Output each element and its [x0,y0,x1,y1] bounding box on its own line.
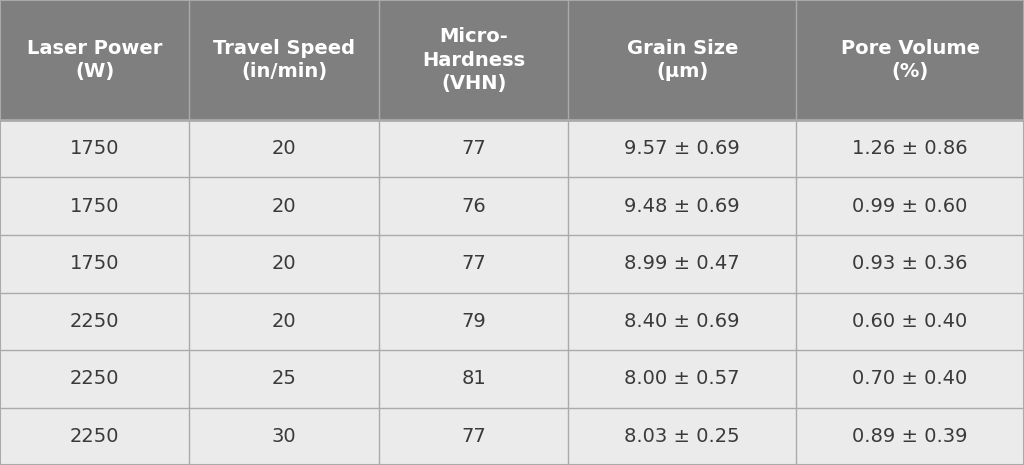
Text: 20: 20 [271,139,297,158]
Text: Micro-
Hardness
(VHN): Micro- Hardness (VHN) [422,27,525,93]
Bar [0,178,189,235]
Bar [0,235,189,292]
Bar [379,407,568,465]
Bar [189,178,379,235]
Text: 0.99 ± 0.60: 0.99 ± 0.60 [852,197,968,216]
Text: 8.03 ± 0.25: 8.03 ± 0.25 [625,427,740,446]
Text: 8.40 ± 0.69: 8.40 ± 0.69 [625,312,740,331]
Text: 2250: 2250 [70,312,120,331]
Bar [379,350,568,407]
Bar [379,178,568,235]
Text: 79: 79 [461,312,486,331]
Text: 9.57 ± 0.69: 9.57 ± 0.69 [625,139,740,158]
Text: Grain Size
(μm): Grain Size (μm) [627,39,738,81]
Text: 77: 77 [461,254,486,273]
Bar [797,292,1024,350]
Bar [568,292,797,350]
Text: 0.70 ± 0.40: 0.70 ± 0.40 [852,369,968,388]
Bar [568,235,797,292]
Text: 0.89 ± 0.39: 0.89 ± 0.39 [852,427,968,446]
Bar [379,292,568,350]
Bar [797,120,1024,178]
Bar [189,350,379,407]
Text: 9.48 ± 0.69: 9.48 ± 0.69 [625,197,740,216]
Text: 30: 30 [271,427,297,446]
Bar [0,407,189,465]
Bar [797,0,1024,120]
Bar [797,407,1024,465]
Text: 1.26 ± 0.86: 1.26 ± 0.86 [852,139,968,158]
Text: 76: 76 [461,197,486,216]
Bar [189,120,379,178]
Text: 0.93 ± 0.36: 0.93 ± 0.36 [852,254,968,273]
Bar [189,292,379,350]
Bar [0,350,189,407]
Bar [568,178,797,235]
Text: 8.99 ± 0.47: 8.99 ± 0.47 [625,254,740,273]
Bar [797,235,1024,292]
Bar [0,0,189,120]
Text: Laser Power
(W): Laser Power (W) [27,39,163,81]
Text: Pore Volume
(%): Pore Volume (%) [841,39,980,81]
Bar [568,350,797,407]
Text: 1750: 1750 [70,254,120,273]
Bar [189,235,379,292]
Text: 77: 77 [461,139,486,158]
Text: 25: 25 [271,369,297,388]
Text: 20: 20 [271,312,297,331]
Bar [797,350,1024,407]
Bar [797,178,1024,235]
Text: Travel Speed
(in/min): Travel Speed (in/min) [213,39,355,81]
Text: 77: 77 [461,427,486,446]
Bar [189,407,379,465]
Text: 1750: 1750 [70,139,120,158]
Bar [189,0,379,120]
Bar [568,120,797,178]
Bar [379,0,568,120]
Bar [568,0,797,120]
Bar [0,120,189,178]
Text: 1750: 1750 [70,197,120,216]
Text: 0.60 ± 0.40: 0.60 ± 0.40 [852,312,968,331]
Text: 20: 20 [271,254,297,273]
Text: 8.00 ± 0.57: 8.00 ± 0.57 [625,369,740,388]
Text: 2250: 2250 [70,369,120,388]
Bar [379,235,568,292]
Bar [0,292,189,350]
Bar [379,120,568,178]
Text: 20: 20 [271,197,297,216]
Bar [568,407,797,465]
Text: 2250: 2250 [70,427,120,446]
Text: 81: 81 [461,369,486,388]
